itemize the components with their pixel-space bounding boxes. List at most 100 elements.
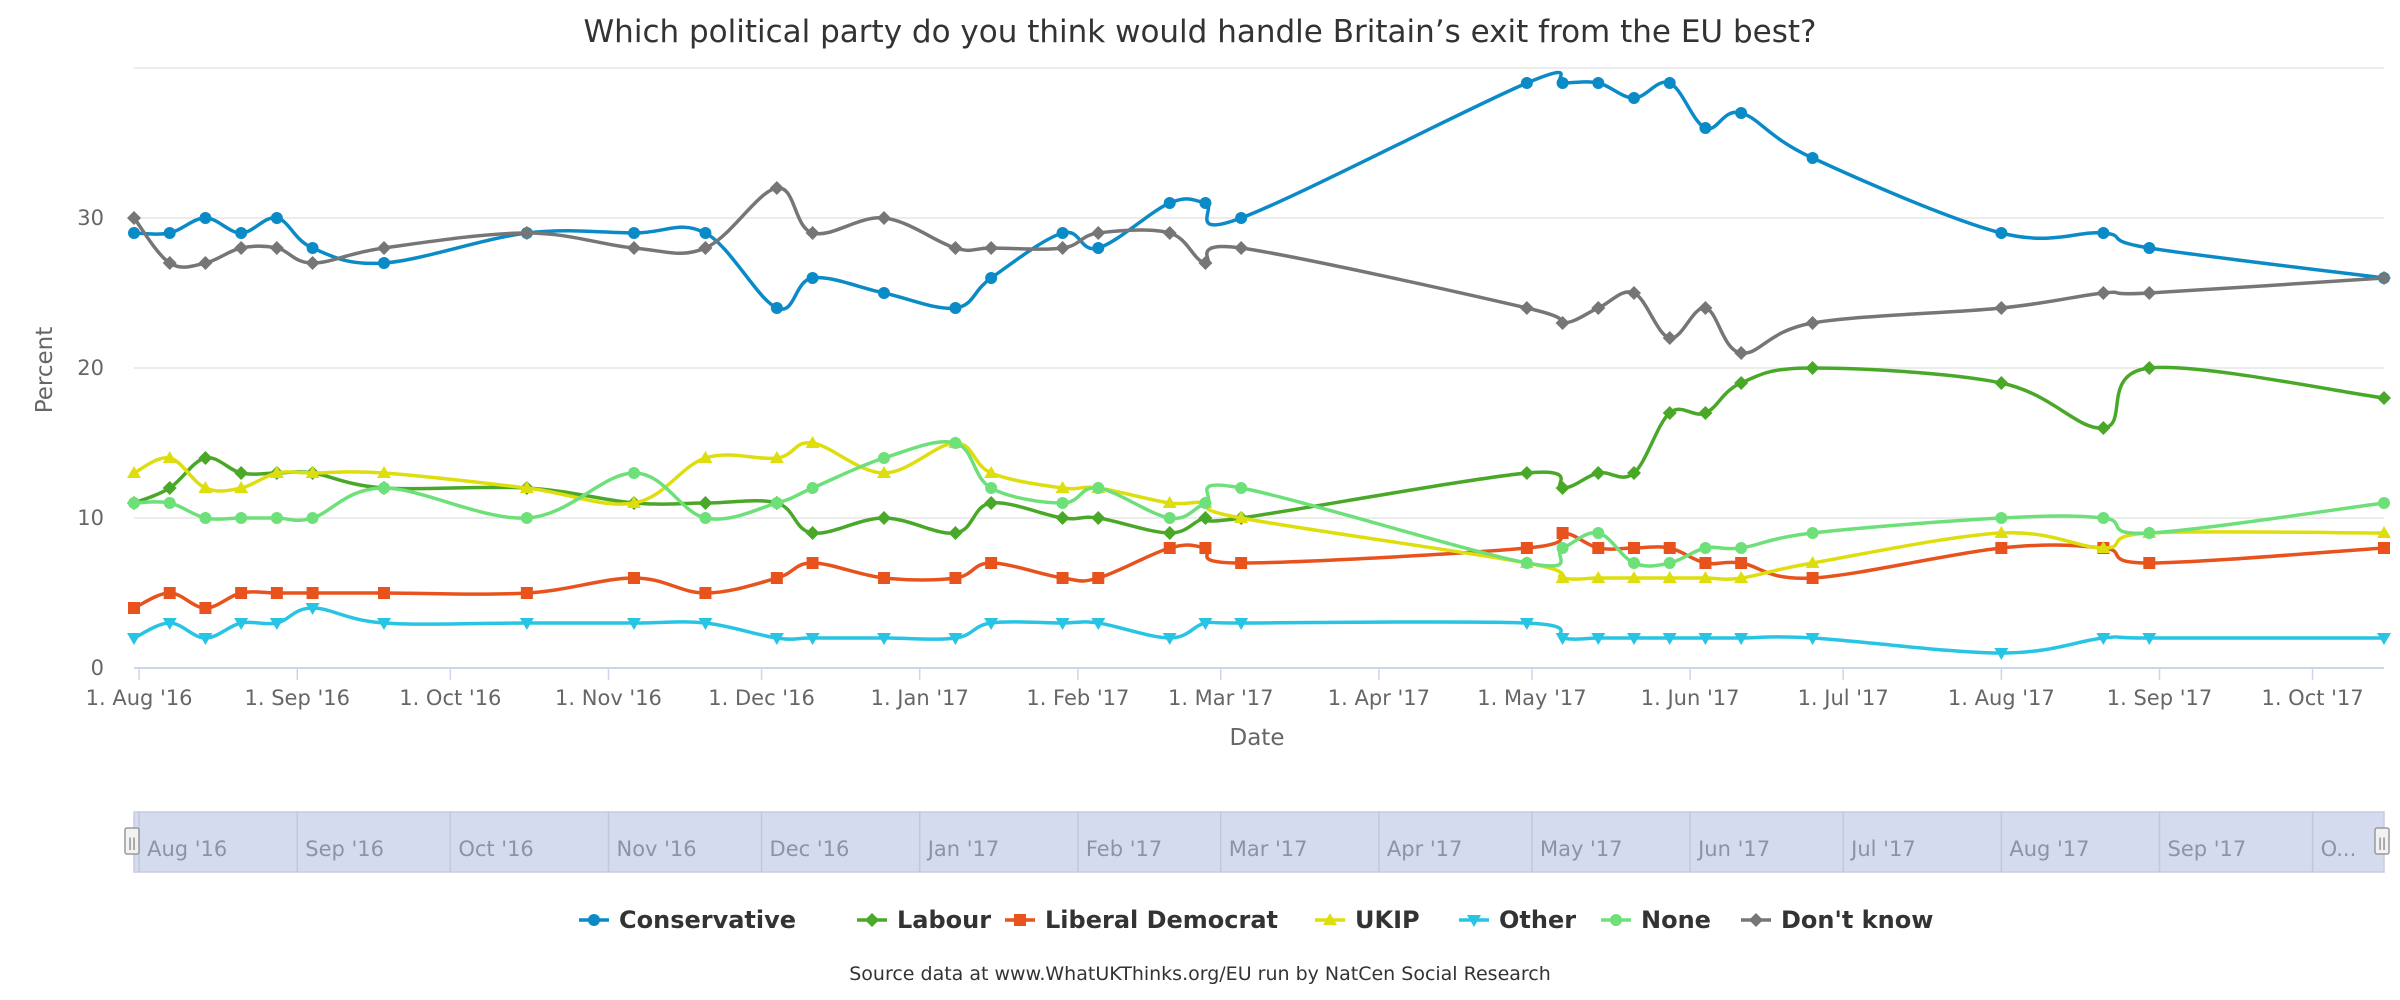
point-none[interactable] [2097, 512, 2110, 524]
point-don-t-know[interactable] [1662, 331, 1677, 345]
point-liberal-democrat[interactable] [699, 587, 712, 599]
point-don-t-know[interactable] [198, 256, 213, 270]
point-liberal-democrat[interactable] [1235, 557, 1248, 569]
point-none[interactable] [699, 512, 712, 524]
point-ukip[interactable] [1234, 511, 1249, 523]
point-labour[interactable] [2096, 421, 2111, 435]
point-don-t-know[interactable] [1055, 241, 1070, 255]
point-conservative[interactable] [2097, 227, 2110, 239]
point-ukip[interactable] [1055, 481, 1070, 493]
series-line-don-t-know[interactable] [132, 186, 2386, 355]
point-conservative[interactable] [628, 227, 640, 239]
point-other[interactable] [234, 618, 249, 630]
point-don-t-know[interactable] [1994, 301, 2009, 315]
point-none[interactable] [1556, 542, 1569, 554]
point-other[interactable] [627, 618, 641, 630]
point-none[interactable] [949, 437, 962, 449]
point-labour[interactable] [984, 496, 999, 510]
point-liberal-democrat[interactable] [1592, 542, 1605, 554]
point-ukip[interactable] [1555, 571, 1570, 583]
point-ukip[interactable] [1994, 526, 2009, 538]
point-other[interactable] [698, 618, 713, 630]
point-don-t-know[interactable] [948, 241, 963, 255]
point-other[interactable] [1234, 618, 1249, 630]
point-conservative[interactable] [1235, 212, 1248, 224]
point-don-t-know[interactable] [234, 241, 249, 255]
point-liberal-democrat[interactable] [1163, 542, 1176, 554]
legend-marker[interactable] [1749, 913, 1763, 927]
point-conservative[interactable] [1163, 197, 1176, 209]
point-conservative[interactable] [270, 212, 283, 224]
point-none[interactable] [1995, 512, 2008, 524]
point-labour[interactable] [1662, 406, 1677, 420]
point-none[interactable] [1806, 527, 1819, 539]
point-don-t-know[interactable] [698, 241, 713, 255]
point-none[interactable] [1592, 527, 1605, 539]
point-ukip[interactable] [1591, 571, 1606, 583]
point-none[interactable] [199, 512, 212, 524]
point-liberal-democrat[interactable] [2378, 542, 2390, 554]
point-liberal-democrat[interactable] [235, 587, 248, 599]
point-other[interactable] [377, 618, 391, 630]
point-ukip[interactable] [234, 481, 249, 493]
point-conservative[interactable] [1056, 227, 1069, 239]
point-liberal-democrat[interactable] [949, 572, 962, 584]
point-none[interactable] [1092, 482, 1105, 494]
point-liberal-democrat[interactable] [1092, 572, 1105, 584]
point-labour[interactable] [2377, 391, 2391, 405]
legend-marker[interactable] [1467, 915, 1481, 927]
point-ukip[interactable] [377, 466, 391, 478]
point-conservative[interactable] [128, 227, 140, 239]
point-don-t-know[interactable] [1234, 241, 1249, 255]
navigator-handle-body[interactable] [2374, 827, 2390, 855]
point-none[interactable] [1663, 557, 1676, 569]
point-other[interactable] [127, 633, 141, 645]
point-other[interactable] [1162, 633, 1177, 645]
point-labour[interactable] [1698, 406, 1713, 420]
point-labour[interactable] [698, 496, 713, 510]
point-ukip[interactable] [2096, 541, 2111, 553]
point-none[interactable] [1735, 542, 1748, 554]
point-none[interactable] [806, 482, 819, 494]
point-ukip[interactable] [1698, 571, 1713, 583]
point-none[interactable] [2378, 497, 2390, 509]
legend-marker[interactable] [865, 913, 879, 927]
legend-item-conservative[interactable]: Conservative [579, 906, 796, 934]
point-none[interactable] [378, 482, 390, 494]
legend-marker[interactable] [588, 914, 600, 926]
point-conservative[interactable] [235, 227, 248, 239]
point-labour[interactable] [1555, 481, 1570, 495]
point-liberal-democrat[interactable] [199, 602, 212, 614]
point-ukip[interactable] [769, 451, 784, 463]
point-don-t-know[interactable] [162, 256, 177, 270]
point-other[interactable] [805, 633, 820, 645]
point-ukip[interactable] [1627, 571, 1641, 583]
point-conservative[interactable] [163, 227, 176, 239]
point-none[interactable] [306, 512, 319, 524]
point-ukip[interactable] [984, 466, 999, 478]
point-none[interactable] [1628, 557, 1640, 569]
point-labour[interactable] [805, 526, 820, 540]
legend-marker[interactable] [1323, 913, 1337, 925]
point-labour[interactable] [1198, 511, 1213, 525]
point-don-t-know[interactable] [1698, 301, 1713, 315]
point-labour[interactable] [877, 511, 891, 525]
point-liberal-democrat[interactable] [306, 587, 319, 599]
point-labour[interactable] [1805, 361, 1820, 375]
point-don-t-know[interactable] [769, 181, 784, 195]
point-labour[interactable] [234, 466, 249, 480]
point-other[interactable] [1198, 618, 1213, 630]
series-line-none[interactable] [132, 440, 2386, 568]
point-don-t-know[interactable] [1805, 316, 1820, 330]
point-conservative[interactable] [1556, 77, 1569, 89]
point-conservative[interactable] [878, 287, 890, 299]
point-conservative[interactable] [1592, 77, 1605, 89]
point-don-t-know[interactable] [2142, 286, 2157, 300]
point-none[interactable] [1163, 512, 1176, 524]
point-other[interactable] [1055, 618, 1070, 630]
point-conservative[interactable] [1806, 152, 1819, 164]
point-other[interactable] [305, 603, 320, 615]
point-conservative[interactable] [1199, 197, 1212, 209]
point-don-t-know[interactable] [1519, 301, 1534, 315]
navigator-handle-body[interactable] [124, 827, 140, 855]
